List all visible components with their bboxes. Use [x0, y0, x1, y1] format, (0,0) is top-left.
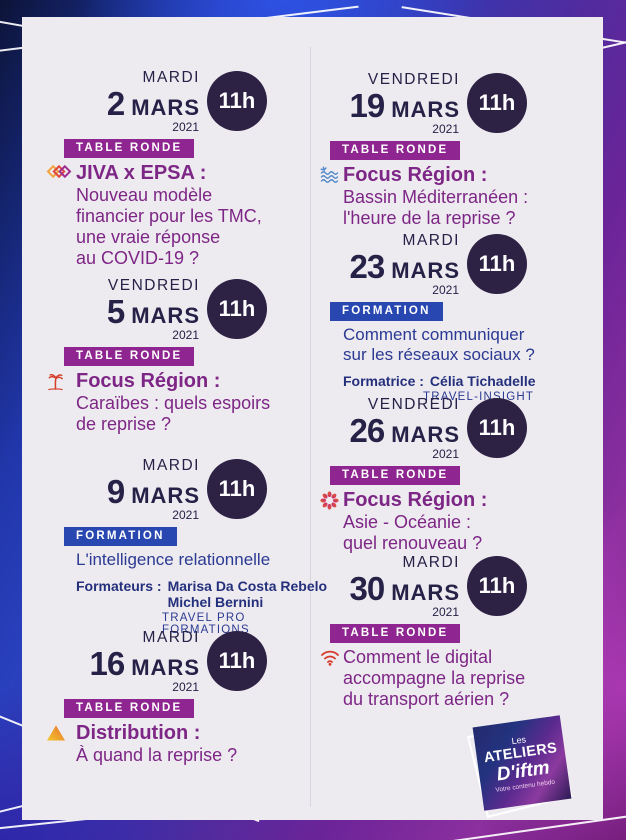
trainer-names: Célia Tichadelle: [429, 373, 536, 389]
time-badge: 11h: [467, 556, 527, 616]
event-year: 2021: [432, 446, 459, 461]
category-badge: TABLE RONDE: [64, 139, 195, 158]
event-date: VENDREDI 19 MARS 2021 11h: [320, 70, 527, 136]
time-badge: 11h: [207, 279, 267, 339]
schedule-card: MARDI 2 MARS 2021 11h TABLE RONDE: [22, 17, 603, 820]
event-19-mars: VENDREDI 19 MARS 2021 11h TABLE RONDE: [320, 70, 605, 229]
time-badge: 11h: [467, 398, 527, 458]
event-title: Distribution :: [76, 722, 201, 744]
event-year: 2021: [172, 507, 199, 522]
event-day: MARDI: [142, 456, 200, 474]
flower-icon: [320, 491, 339, 515]
event-date: VENDREDI 5 MARS 2021 11h: [46, 276, 267, 342]
event-description: Asie - Océanie : quel renouveau ?: [343, 512, 483, 553]
event-16-mars: MARDI 16 MARS 2021 11h TABLE RONDE: [46, 628, 331, 766]
trainer-row: Formateurs : Marisa Da Costa Rebelo Mich…: [76, 578, 331, 610]
trainer-names: Marisa Da Costa Rebelo Michel Bernini: [167, 578, 328, 610]
event-description: Nouveau modèle financier pour les TMC, u…: [76, 185, 262, 268]
category-badge: FORMATION: [64, 527, 177, 546]
event-date: MARDI 9 MARS 2021 11h: [46, 456, 267, 522]
event-title: Focus Région :: [343, 164, 488, 186]
event-26-mars: VENDREDI 26 MARS 2021 11h TABLE RONDE: [320, 395, 605, 554]
event-day: MARDI: [402, 231, 460, 249]
event-year: 2021: [432, 282, 459, 297]
time-badge: 11h: [467, 234, 527, 294]
waves-icon: [320, 166, 340, 188]
event-date-number: 5: [106, 292, 125, 330]
event-year: 2021: [172, 327, 199, 342]
event-23-mars: MARDI 23 MARS 2021 11h FORMATION Comment…: [320, 231, 605, 403]
event-month: MARS: [131, 302, 200, 328]
event-day: MARDI: [142, 68, 200, 86]
event-title: L'intelligence relationnelle: [76, 550, 271, 569]
trainer-label: Formatrice :: [343, 373, 424, 389]
category-badge: TABLE RONDE: [64, 699, 195, 718]
time-badge: 11h: [207, 459, 267, 519]
triangle-icon: [46, 724, 66, 747]
event-month: MARS: [131, 654, 200, 680]
event-2-mars: MARDI 2 MARS 2021 11h TABLE RONDE: [46, 68, 331, 269]
event-date: MARDI 23 MARS 2021 11h: [320, 231, 527, 297]
event-date-number: 2: [106, 84, 125, 122]
event-month: MARS: [391, 257, 460, 283]
event-year: 2021: [172, 679, 199, 694]
event-date: MARDI 2 MARS 2021 11h: [46, 68, 267, 134]
time-badge: 11h: [207, 631, 267, 691]
event-day: MARDI: [402, 553, 460, 571]
event-month: MARS: [391, 96, 460, 122]
event-day: VENDREDI: [367, 395, 460, 413]
event-day: VENDREDI: [107, 276, 200, 294]
wifi-icon: [320, 649, 340, 671]
category-badge: TABLE RONDE: [330, 624, 461, 643]
event-description: Comment le digital accompagne la reprise…: [343, 647, 526, 709]
overlapping-diamonds-icon: [46, 164, 72, 184]
event-month: MARS: [131, 94, 200, 120]
event-date-number: 26: [349, 411, 386, 449]
event-date-number: 30: [349, 569, 386, 607]
event-5-mars: VENDREDI 5 MARS 2021 11h TABLE RONDE: [46, 276, 331, 435]
palm-tree-icon: [46, 372, 65, 396]
event-date-number: 19: [349, 86, 386, 124]
event-title: JIVA x EPSA :: [76, 162, 207, 184]
event-description: À quand la reprise ?: [76, 745, 238, 765]
event-year: 2021: [432, 604, 459, 619]
category-badge: TABLE RONDE: [330, 141, 461, 160]
event-date-number: 23: [349, 247, 386, 285]
event-description: Bassin Méditerranéen : l'heure de la rep…: [343, 187, 529, 228]
trainer-row: Formatrice : Célia Tichadelle: [343, 373, 605, 389]
event-description: Caraïbes : quels espoirs de reprise ?: [76, 393, 271, 434]
event-month: MARS: [391, 421, 460, 447]
event-month: MARS: [131, 482, 200, 508]
category-badge: TABLE RONDE: [330, 466, 461, 485]
event-date-number: 9: [106, 472, 125, 510]
time-badge: 11h: [207, 71, 267, 131]
event-date: MARDI 30 MARS 2021 11h: [320, 553, 527, 619]
event-month: MARS: [391, 579, 460, 605]
trainer-label: Formateurs :: [76, 578, 162, 594]
event-30-mars: MARDI 30 MARS 2021 11h TABLE RONDE: [320, 553, 605, 710]
event-year: 2021: [432, 121, 459, 136]
event-day: VENDREDI: [367, 70, 460, 88]
event-day: MARDI: [142, 628, 200, 646]
event-year: 2021: [172, 119, 199, 134]
card-crease: [310, 47, 311, 807]
category-badge: FORMATION: [330, 302, 443, 321]
event-title: Focus Région :: [76, 370, 221, 392]
event-title: Focus Région :: [343, 489, 488, 511]
event-date: MARDI 16 MARS 2021 11h: [46, 628, 267, 694]
time-badge: 11h: [467, 73, 527, 133]
category-badge: TABLE RONDE: [64, 347, 195, 366]
event-date: VENDREDI 26 MARS 2021 11h: [320, 395, 527, 461]
event-9-mars: MARDI 9 MARS 2021 11h FORMATION L'intell…: [46, 456, 331, 636]
event-title: Comment communiquer sur les réseaux soci…: [343, 325, 535, 364]
event-date-number: 16: [89, 644, 126, 682]
ateliers-iftm-logo: Les ATELIERS D'iftm Votre contenu hebdo: [466, 715, 573, 819]
